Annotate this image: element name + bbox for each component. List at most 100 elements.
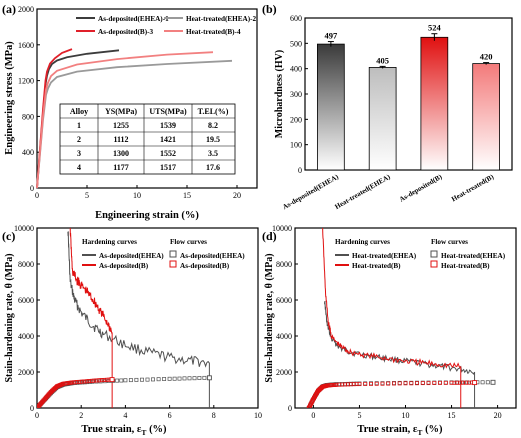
table-cell: 1552 bbox=[160, 149, 176, 158]
table-header-cell: YS(MPa) bbox=[105, 107, 137, 116]
flow-curve-marker bbox=[357, 382, 362, 387]
flow-curve-marker bbox=[197, 376, 202, 380]
panel-a-y-axis-label: Engineering stress (MPa) bbox=[4, 41, 15, 155]
y-tick-label: 2000 bbox=[18, 5, 34, 14]
table-cell: 1112 bbox=[113, 135, 128, 144]
panel-d-ticks: 0 5 10 15 20 0 2000 4000 6000 8000 10000 bbox=[272, 224, 502, 420]
flow-curve-marker bbox=[369, 381, 373, 386]
category-label: As-deposited(B) bbox=[398, 172, 444, 203]
y-tick-label: 0 bbox=[298, 166, 302, 175]
table-cell: 3 bbox=[77, 149, 81, 158]
flow-curve-marker bbox=[94, 379, 99, 384]
panel-d-series-group bbox=[306, 228, 496, 408]
table-cell: 1255 bbox=[113, 121, 129, 130]
panel-a-tensile-chart: 0 5 10 15 20 0 400 800 1200 1600 2000 As-deposited… bbox=[4, 5, 258, 221]
y-tick-label: 800 bbox=[22, 112, 34, 121]
flow-curve-marker bbox=[151, 377, 155, 382]
flow-curve-marker bbox=[363, 382, 368, 386]
table-cell: 3.5 bbox=[208, 149, 218, 158]
panel-label-c: (c) bbox=[2, 229, 15, 243]
flow-curve-marker bbox=[432, 381, 437, 385]
flow-curve-end-marker bbox=[109, 377, 115, 383]
flow-curve-marker bbox=[461, 380, 466, 385]
panel-c-hardening-chart: 0 2 4 6 8 10 0 2000 4000 6000 8000 10000 Hardening … bbox=[4, 224, 262, 437]
flow-curve-marker bbox=[374, 381, 379, 386]
panel-b-hardness-chart: 0 100 200 300 400 500 600 497 As-deposited(EHEA… bbox=[274, 14, 513, 211]
flow-curve-marker bbox=[145, 377, 150, 382]
flow-curve-marker bbox=[192, 376, 197, 381]
category-label: As-deposited(EHEA) bbox=[281, 172, 340, 211]
panel-b-y-axis-label: Microhardness (HV) bbox=[274, 50, 285, 138]
table-border bbox=[59, 103, 236, 175]
y-tick-label: 4000 bbox=[18, 332, 34, 341]
legend-label-series-3: As-deposited(B)-3 bbox=[98, 28, 154, 36]
table-cell: 1 bbox=[77, 121, 81, 130]
legend-label-hardening-1: Heat-treated(EHEA) bbox=[352, 252, 417, 260]
properties-table: Alloy YS(MPa) UTS(MPa) T.EL(%) 1 1255 15… bbox=[59, 103, 236, 175]
panel-d-legend: Hardening curves Flow curves Heat-treate… bbox=[335, 238, 506, 270]
panel-a-x-axis-label: Engineering strain (%) bbox=[95, 210, 199, 221]
x-tick-label: 20 bbox=[494, 411, 502, 420]
y-tick-label: 2000 bbox=[18, 368, 34, 377]
y-tick-label: 4000 bbox=[276, 332, 292, 341]
x-tick-label: 5 bbox=[357, 411, 361, 420]
clipped-series bbox=[37, 228, 212, 408]
flow-curve-marker bbox=[343, 382, 348, 387]
legend-marker-flow-1 bbox=[430, 250, 438, 258]
y-tick-label: 6000 bbox=[276, 296, 292, 305]
x-tick-label: 0 bbox=[35, 191, 39, 200]
table-cell: 2 bbox=[77, 135, 81, 144]
legend-label-hardening-1: As-deposited(EHEA) bbox=[99, 252, 164, 260]
y-tick-label: 2000 bbox=[276, 368, 292, 377]
legend-title-hardening: Hardening curves bbox=[335, 238, 390, 246]
clipped-series bbox=[306, 228, 496, 408]
flow-curve-marker bbox=[119, 378, 124, 383]
legend-title-hardening: Hardening curves bbox=[82, 238, 137, 246]
flow-curve-marker bbox=[380, 381, 385, 386]
bar-value-label: 405 bbox=[376, 55, 389, 65]
table-cell: 17.6 bbox=[206, 163, 220, 172]
panel-label-d: (d) bbox=[262, 229, 277, 243]
y-tick-label: 8000 bbox=[18, 260, 34, 269]
bar-value-label: 497 bbox=[325, 31, 339, 41]
bar bbox=[368, 67, 397, 171]
legend-marker-flow-1 bbox=[169, 250, 177, 258]
x-tick-label: 6 bbox=[168, 411, 172, 420]
panel-a-frame bbox=[36, 8, 258, 189]
table-header-cell: Alloy bbox=[70, 107, 88, 116]
bar-value-label: 420 bbox=[480, 52, 493, 62]
flow-curve-end-marker bbox=[472, 380, 478, 386]
bar bbox=[316, 43, 345, 171]
y-tick-label: 200 bbox=[290, 115, 302, 124]
x-tick-label: 15 bbox=[183, 191, 191, 200]
panel-label-a: (a) bbox=[2, 2, 16, 16]
category-label: Heat-treated(EHEA) bbox=[334, 172, 393, 210]
panel-d-hardening-chart: 0 5 10 15 20 0 2000 4000 6000 8000 10000 Hardening… bbox=[264, 224, 517, 437]
flow-curve-marker bbox=[156, 377, 161, 382]
flow-curve-marker bbox=[115, 378, 120, 383]
bar bbox=[472, 63, 501, 171]
panel-c-legend: Hardening curves Flow curves As-deposite… bbox=[82, 238, 245, 270]
x-tick-label: 0 bbox=[311, 411, 315, 420]
flow-curve-marker bbox=[134, 377, 139, 382]
table-cell: 1517 bbox=[160, 163, 176, 172]
hardening-curve-1 bbox=[67, 231, 210, 368]
panel-a-series-group bbox=[36, 48, 233, 189]
category-label: Heat-treated(B) bbox=[450, 172, 496, 203]
panel-c-series-group bbox=[37, 228, 212, 408]
panel-c-x-axis-label: True strain, εT (%) bbox=[81, 424, 167, 437]
flow-curve-marker bbox=[77, 380, 82, 385]
y-tick-label: 10000 bbox=[272, 224, 292, 233]
flow-curve-marker bbox=[386, 381, 391, 386]
legend-label-flow-2: As-deposited(B) bbox=[180, 262, 230, 270]
x-tick-label: 10 bbox=[402, 411, 410, 420]
panel-c-y-axis-label: Stain-hardening rate, θ (MPa) bbox=[4, 253, 15, 382]
flow-curve-marker bbox=[202, 375, 207, 380]
legend-title-flow: Flow curves bbox=[170, 238, 207, 246]
flow-curve-marker bbox=[128, 378, 133, 383]
y-tick-label: 6000 bbox=[18, 296, 34, 305]
x-tick-label: 8 bbox=[212, 411, 216, 420]
table-cell: 1300 bbox=[113, 149, 129, 158]
legend-label-flow-2: Heat-treated(B) bbox=[441, 262, 490, 270]
